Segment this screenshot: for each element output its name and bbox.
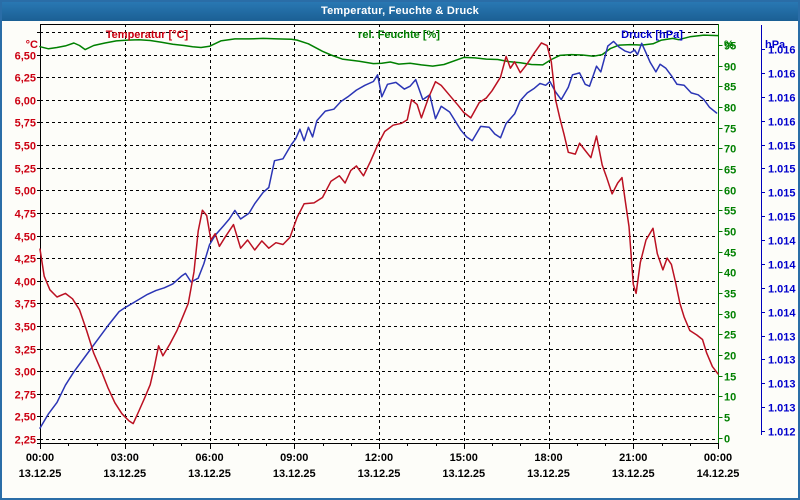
pressure-unit-label: hPa <box>765 39 786 51</box>
temp-tick-label: 5,75 <box>15 118 36 130</box>
date-label: 14.12.25 <box>697 468 740 480</box>
temperature-unit-label: °C <box>25 39 38 51</box>
humidity-tick-label: 45 <box>724 248 736 260</box>
pressure-tick-label: 1.016 <box>768 45 796 57</box>
date-label: 13.12.25 <box>612 468 655 480</box>
pressure-line <box>39 40 718 429</box>
temp-tick-label: 3,25 <box>15 345 36 357</box>
series-label-temperature: Temperatur [°C] <box>105 29 189 41</box>
temp-tick-label: 4,50 <box>15 232 36 244</box>
time-label: 06:00 <box>195 452 223 464</box>
series-label-pressure: Druck [hPa] <box>621 29 683 41</box>
humidity-tick-label: 35 <box>724 289 736 301</box>
humidity-tick-label: 55 <box>724 206 736 218</box>
humidity-tick-label: 60 <box>724 186 736 198</box>
pressure-tick-label: 1.016 <box>768 93 796 105</box>
date-label: 13.12.25 <box>19 468 62 480</box>
pressure-tick-label: 1.015 <box>768 141 796 153</box>
time-label: 18:00 <box>534 452 562 464</box>
pressure-tick-label: 1.015 <box>768 164 796 176</box>
pressure-tick-label: 1.015 <box>768 188 796 200</box>
humidity-tick-label: 85 <box>724 82 736 94</box>
humidity-tick-label: 20 <box>724 351 736 363</box>
temp-tick-label: 6,25 <box>15 73 36 85</box>
date-label: 13.12.25 <box>188 468 231 480</box>
pressure-tick-label: 1.013 <box>768 332 796 344</box>
pressure-tick-label: 1.014 <box>768 284 796 296</box>
humidity-tick-label: 15 <box>724 372 736 384</box>
temp-tick-label: 2,75 <box>15 390 36 402</box>
pressure-tick-label: 1.013 <box>768 355 796 367</box>
humidity-tick-label: 10 <box>724 392 736 404</box>
humidity-tick-label: 40 <box>724 268 736 280</box>
time-label: 15:00 <box>450 452 478 464</box>
pressure-tick-label: 1.014 <box>768 236 796 248</box>
humidity-tick-label: 30 <box>724 310 736 322</box>
time-label: 00:00 <box>704 452 732 464</box>
temp-tick-label: 6,00 <box>15 96 36 108</box>
time-label: 09:00 <box>280 452 308 464</box>
humidity-tick-label: 75 <box>724 124 736 136</box>
temp-tick-label: 4,00 <box>15 277 36 289</box>
date-label: 13.12.25 <box>103 468 146 480</box>
time-label: 00:00 <box>26 452 54 464</box>
temp-tick-label: 5,50 <box>15 141 36 153</box>
title-bar: Temperatur, Feuchte & Druck <box>2 2 798 21</box>
date-label: 13.12.25 <box>527 468 570 480</box>
pressure-tick-label: 1.013 <box>768 379 796 391</box>
temp-tick-label: 3,00 <box>15 367 36 379</box>
temp-tick-label: 6,50 <box>15 51 36 63</box>
temp-tick-label: 3,75 <box>15 299 36 311</box>
humidity-tick-label: 25 <box>724 330 736 342</box>
temp-tick-label: 5,25 <box>15 164 36 176</box>
temp-tick-label: 2,25 <box>15 435 36 447</box>
date-label: 13.12.25 <box>358 468 401 480</box>
humidity-tick-label: 50 <box>724 227 736 239</box>
window-title: Temperatur, Feuchte & Druck <box>320 5 479 17</box>
temp-tick-label: 4,25 <box>15 254 36 266</box>
pressure-tick-label: 1.016 <box>768 117 796 129</box>
pressure-tick-label: 1.012 <box>768 427 796 439</box>
time-label: 12:00 <box>365 452 393 464</box>
time-label: 21:00 <box>619 452 647 464</box>
date-label: 13.12.25 <box>273 468 316 480</box>
pressure-tick-label: 1.014 <box>768 308 796 320</box>
temp-tick-label: 4,75 <box>15 209 36 221</box>
humidity-tick-label: 70 <box>724 144 736 156</box>
humidity-tick-label: 0 <box>724 434 730 446</box>
pressure-tick-label: 1.015 <box>768 212 796 224</box>
temperature-line <box>39 42 719 425</box>
humidity-unit-label: % <box>724 39 734 51</box>
temp-tick-label: 5,00 <box>15 186 36 198</box>
time-label: 03:00 <box>111 452 139 464</box>
pressure-tick-label: 1.014 <box>768 260 796 272</box>
pressure-tick-label: 1.016 <box>768 69 796 81</box>
temp-tick-label: 3,50 <box>15 322 36 334</box>
date-label: 13.12.25 <box>442 468 485 480</box>
humidity-tick-label: 95 <box>724 41 736 53</box>
series-label-humidity: rel. Feuchte [%] <box>358 29 440 41</box>
humidity-tick-label: 80 <box>724 103 736 115</box>
temp-tick-label: 2,50 <box>15 412 36 424</box>
humidity-tick-label: 90 <box>724 62 736 74</box>
humidity-tick-label: 5 <box>724 413 730 425</box>
humidity-tick-label: 65 <box>724 165 736 177</box>
pressure-tick-label: 1.013 <box>768 403 796 415</box>
